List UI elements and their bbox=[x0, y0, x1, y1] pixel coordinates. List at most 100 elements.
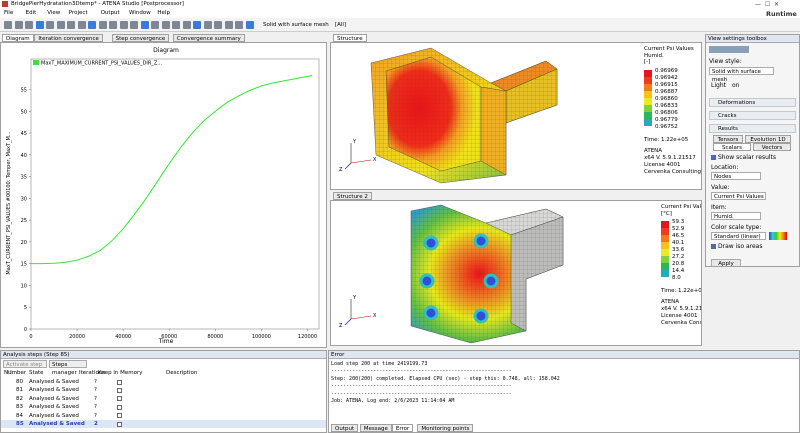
time-label: Time: 1.22e+05 bbox=[644, 136, 689, 143]
toggle[interactable]: on bbox=[732, 82, 740, 89]
tab[interactable]: Message bbox=[359, 424, 392, 432]
tool-icon[interactable] bbox=[77, 21, 86, 29]
tab[interactable]: Convergence summary bbox=[172, 34, 245, 42]
tool-icon[interactable] bbox=[151, 21, 159, 29]
tab[interactable]: Step convergence bbox=[111, 34, 170, 42]
legend-heading: [°C] bbox=[661, 210, 672, 217]
tab[interactable]: Output bbox=[331, 424, 359, 432]
tool-icon[interactable] bbox=[98, 21, 107, 29]
tool-icon[interactable] bbox=[14, 21, 23, 29]
tab[interactable]: Error bbox=[391, 424, 414, 432]
steps-title: Analysis steps (Step 85) bbox=[1, 351, 326, 359]
view-style-select[interactable]: Solid with surface mesh bbox=[263, 22, 329, 28]
info-line: License 4001 bbox=[661, 313, 698, 319]
log-line: ----------------------------------------… bbox=[331, 383, 512, 390]
axis-label: Y bbox=[352, 295, 357, 301]
checkbox[interactable] bbox=[711, 155, 716, 160]
legend-value: 0.96752 bbox=[655, 123, 678, 130]
menu-item[interactable]: File bbox=[4, 10, 14, 16]
column-header: Iterations bbox=[79, 370, 106, 376]
structure-tab[interactable]: Structure 2 bbox=[333, 192, 372, 200]
checkbox[interactable] bbox=[117, 404, 122, 410]
cell: Analysed & Saved bbox=[29, 379, 79, 385]
section[interactable]: Deformations bbox=[709, 98, 796, 107]
apply-button[interactable]: Apply bbox=[711, 259, 741, 266]
tool-icon[interactable] bbox=[203, 21, 212, 29]
select[interactable]: Current Psi Values bbox=[711, 192, 766, 200]
cell: ? bbox=[94, 387, 97, 394]
filter-select[interactable]: [All] bbox=[335, 22, 347, 28]
tool-icon[interactable] bbox=[214, 21, 222, 29]
tool-icon[interactable] bbox=[130, 21, 138, 29]
tool-icon[interactable] bbox=[67, 21, 75, 29]
select[interactable]: Nodes bbox=[711, 172, 761, 180]
y-tick-label: 0 bbox=[24, 327, 27, 333]
tool-icon[interactable] bbox=[245, 21, 254, 29]
tool-icon[interactable] bbox=[193, 21, 201, 29]
checkbox[interactable] bbox=[117, 413, 122, 419]
time-label: Time: 1.22e+05 bbox=[661, 288, 702, 294]
axis-label: X bbox=[373, 313, 377, 319]
log-line: Step: 200(200) completed. Elapsed CPU (s… bbox=[331, 375, 560, 382]
tool-icon[interactable] bbox=[4, 21, 12, 29]
tool-icon[interactable] bbox=[119, 21, 128, 29]
mesh-lines bbox=[386, 57, 481, 171]
tool-icon[interactable] bbox=[46, 21, 54, 29]
tool-icon[interactable] bbox=[25, 21, 33, 29]
select[interactable]: Standard (linear) bbox=[711, 232, 766, 240]
tab[interactable]: Evolution 1D bbox=[745, 135, 791, 143]
legend-heading: Current Psi Values bbox=[644, 46, 694, 52]
menu-item[interactable]: View bbox=[47, 10, 61, 16]
checkbox[interactable] bbox=[117, 387, 122, 393]
tool-icon[interactable] bbox=[172, 21, 180, 29]
y-tick-label: 55 bbox=[21, 87, 27, 93]
legend-band bbox=[644, 111, 652, 119]
menu-item[interactable]: Edit bbox=[25, 10, 37, 16]
info-line: ATENA bbox=[644, 147, 663, 154]
checkbox[interactable] bbox=[117, 396, 122, 402]
section[interactable]: Cracks bbox=[709, 111, 796, 120]
tab[interactable]: Diagram bbox=[2, 34, 34, 42]
tool-icon[interactable] bbox=[109, 21, 117, 29]
plot-frame bbox=[30, 58, 320, 330]
axis-label: Z bbox=[339, 323, 343, 329]
tab[interactable]: Scalars bbox=[713, 143, 751, 151]
tool-icon[interactable] bbox=[224, 21, 233, 29]
select[interactable]: Solid with surface mesh bbox=[709, 67, 774, 83]
select[interactable]: Humid. bbox=[711, 212, 761, 220]
checkbox[interactable] bbox=[117, 421, 122, 427]
tool-icon[interactable] bbox=[88, 21, 96, 29]
info-line: License 4001 bbox=[644, 161, 681, 168]
button[interactable]: Steps manager bbox=[49, 360, 87, 376]
mesh-lines bbox=[506, 69, 557, 123]
tool-icon[interactable] bbox=[161, 21, 170, 29]
tab[interactable]: Monitoring points bbox=[417, 424, 474, 432]
y-tick-label: 45 bbox=[21, 131, 27, 137]
tab[interactable]: Vectors bbox=[753, 143, 791, 151]
structure-tab[interactable]: Structure bbox=[333, 34, 367, 42]
tool-icon[interactable] bbox=[140, 21, 149, 29]
tool-icon[interactable] bbox=[182, 21, 191, 29]
menu-item[interactable]: Help bbox=[157, 10, 170, 16]
section[interactable]: Results bbox=[709, 124, 796, 133]
x-axis-label: Time bbox=[158, 338, 174, 345]
x-tick-label: 80000 bbox=[207, 334, 223, 340]
checkbox[interactable] bbox=[711, 244, 716, 249]
checkbox[interactable] bbox=[117, 379, 122, 385]
button[interactable]: Activate step 85 bbox=[3, 360, 47, 376]
cell: 80 bbox=[16, 379, 23, 385]
color-scale-button[interactable] bbox=[769, 232, 787, 240]
tool-icon[interactable] bbox=[235, 21, 243, 29]
tab[interactable]: Tensors bbox=[713, 135, 743, 143]
menu-item[interactable]: Project bbox=[68, 10, 88, 16]
tool-icon[interactable] bbox=[56, 21, 65, 29]
menu-item[interactable]: Window bbox=[129, 10, 151, 16]
tab[interactable]: Iteration convergence bbox=[34, 34, 103, 42]
menu-item[interactable]: Output bbox=[100, 10, 120, 16]
table-row[interactable] bbox=[1, 420, 326, 428]
toolbox-icons[interactable] bbox=[709, 46, 749, 53]
tool-icon[interactable] bbox=[35, 21, 44, 29]
log-line: Job: ATENA, Log end: 2/6/2023 11:14:04 A… bbox=[331, 398, 455, 405]
window-controls[interactable]: — ☐ ✕ bbox=[755, 1, 780, 8]
